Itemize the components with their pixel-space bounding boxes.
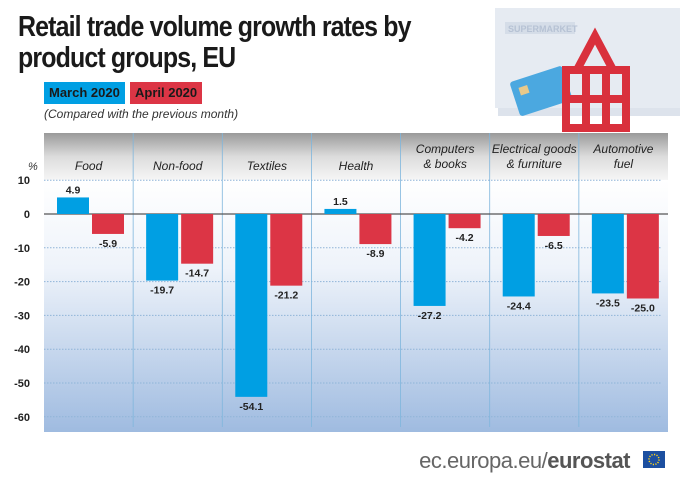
bar-april xyxy=(359,214,392,245)
legend-march: March 2020 xyxy=(44,82,125,104)
data-label: 4.9 xyxy=(66,184,81,196)
data-label: -27.2 xyxy=(418,310,442,322)
bar-april xyxy=(537,214,570,236)
data-label: -14.7 xyxy=(185,268,209,280)
sign-text: SUPERMARKET xyxy=(508,24,578,34)
legend-april: April 2020 xyxy=(130,82,203,104)
category-label: Non-food xyxy=(153,159,203,173)
y-tick-label: -20 xyxy=(14,277,30,289)
category-label: Automotive xyxy=(592,142,653,156)
category-label: Food xyxy=(75,159,103,173)
y-tick-label: 10 xyxy=(18,175,30,187)
bar-march xyxy=(57,197,89,214)
bar-march xyxy=(591,214,624,294)
shopping-basket-icon xyxy=(562,27,630,132)
y-unit: % xyxy=(28,161,38,173)
y-tick-label: -10 xyxy=(14,243,30,255)
bar-march xyxy=(324,208,357,214)
y-tick-label: -60 xyxy=(14,412,30,424)
bar-april xyxy=(270,214,303,286)
data-label: -6.5 xyxy=(545,240,563,252)
supermarket-illustration: SUPERMARKET xyxy=(495,8,680,132)
y-tick-label: -50 xyxy=(14,378,30,390)
data-label: 1.5 xyxy=(333,196,348,208)
chart-subtitle: (Compared with the previous month) xyxy=(44,107,239,121)
y-tick-label: -40 xyxy=(14,344,30,356)
category-label: & furniture xyxy=(507,157,563,171)
category-label: Textiles xyxy=(247,159,287,173)
category-label: Computers xyxy=(416,142,475,156)
data-label: -8.9 xyxy=(366,248,384,260)
category-label: Health xyxy=(339,159,374,173)
bar-march xyxy=(235,214,268,397)
footer-url[interactable]: ec.europa.eu/eurostat xyxy=(419,448,630,473)
bar-april xyxy=(448,214,481,229)
data-label: -54.1 xyxy=(239,401,263,413)
category-label: & books xyxy=(423,157,466,171)
bar-march xyxy=(413,214,446,306)
data-label: -23.5 xyxy=(596,297,620,309)
bar-march xyxy=(502,214,535,297)
credit-card-icon xyxy=(510,66,573,116)
y-tick-label: -30 xyxy=(14,310,30,322)
data-label: -5.9 xyxy=(99,238,117,250)
chart-title: Retail trade volume growth rates by prod… xyxy=(18,11,411,74)
bar-april xyxy=(181,214,214,264)
bar-march xyxy=(146,214,179,281)
data-label: -24.4 xyxy=(507,300,531,312)
data-label: -4.2 xyxy=(456,232,474,244)
data-label: -25.0 xyxy=(631,303,655,315)
data-label: -19.7 xyxy=(150,285,174,297)
bar-april xyxy=(92,214,124,234)
data-label: -21.2 xyxy=(274,290,298,302)
category-label: Electrical goods xyxy=(492,142,577,156)
category-label: fuel xyxy=(614,157,634,171)
bar-april xyxy=(626,214,659,299)
y-tick-label: 0 xyxy=(24,209,30,221)
